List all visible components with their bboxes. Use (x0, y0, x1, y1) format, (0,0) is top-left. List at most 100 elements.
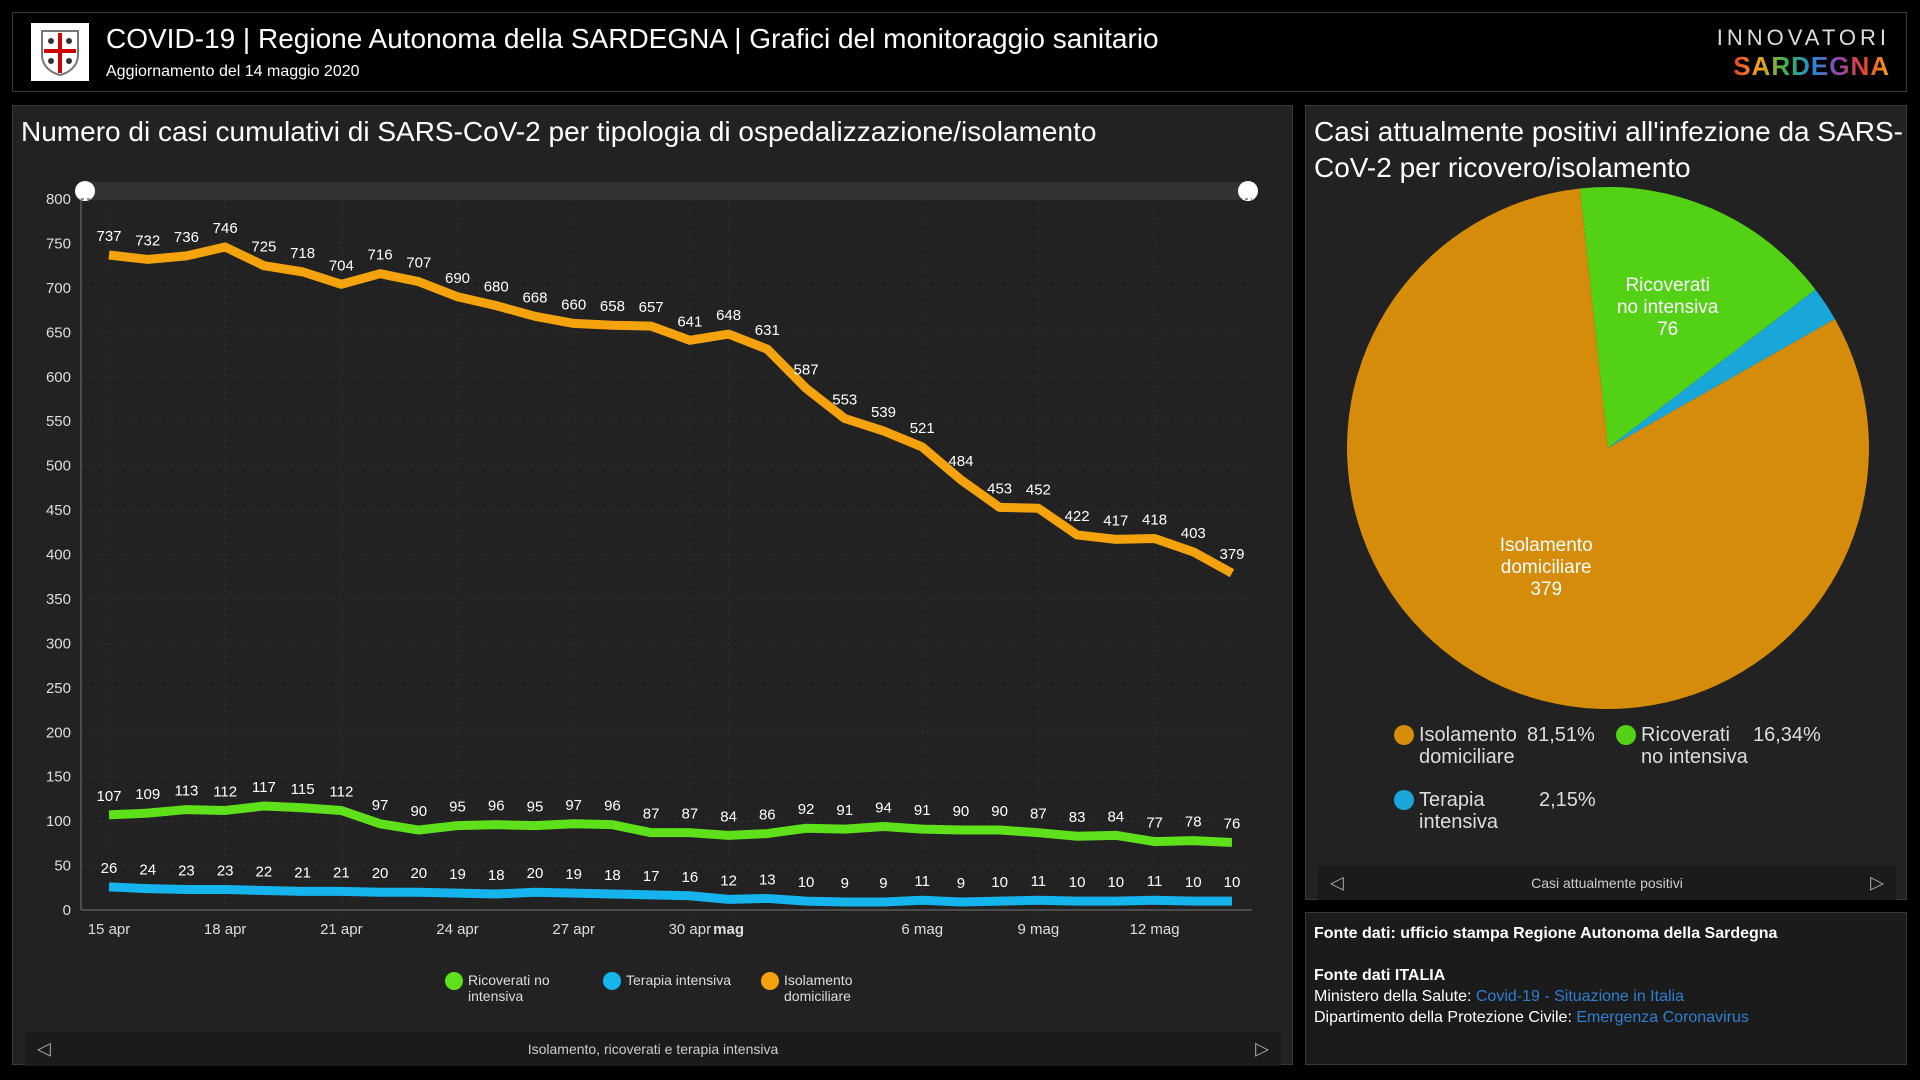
legend-label: Ricoverati no intensiva (468, 972, 550, 1004)
legend-swatch (603, 972, 621, 990)
data-label: 418 (1142, 512, 1167, 529)
legend-label: Ricoverati no intensiva (1641, 724, 1748, 768)
pie-slice-label: domiciliare (1501, 557, 1592, 578)
ministry-link[interactable]: Covid-19 - Situazione in Italia (1475, 988, 1684, 1005)
x-tick-label: 18 apr (204, 921, 247, 938)
pie-slice[interactable] (1579, 187, 1816, 448)
civil-protection-link[interactable]: Emergenza Coronavirus (1576, 1009, 1749, 1026)
pie-slice-label: no intensiva (1617, 297, 1719, 318)
data-label: 91 (836, 802, 853, 819)
range-handle-end[interactable] (1238, 181, 1258, 201)
data-label: 78 (1185, 814, 1202, 831)
data-label: 11 (1031, 873, 1047, 890)
data-label: 20 (372, 865, 389, 882)
data-label: 94 (875, 799, 892, 816)
previous-arrow-icon[interactable]: ◁ (37, 1038, 51, 1059)
legend-item-isolamento[interactable]: Isolamento domiciliare (761, 972, 874, 1004)
data-label: 10 (1224, 874, 1241, 891)
x-tick-label: 12 mag (1130, 921, 1180, 938)
data-label: 521 (910, 420, 935, 437)
data-label: 112 (329, 783, 353, 800)
pie-legend-terapia[interactable]: Terapia intensiva 2,15% (1394, 789, 1596, 833)
data-label: 24 (139, 862, 156, 879)
data-label: 21 (333, 864, 350, 881)
data-label: 95 (449, 799, 466, 816)
data-label: 732 (135, 232, 160, 249)
data-label: 10 (991, 874, 1008, 891)
data-label: 19 (449, 866, 466, 883)
line-chart-panel: Numero di casi cumulativi di SARS-CoV-2 … (12, 105, 1293, 1066)
range-scrollbar[interactable] (81, 182, 1252, 200)
pie-slice[interactable] (1347, 188, 1869, 710)
pie-legend-isolamento[interactable]: Isolamento domiciliare 81,51% (1394, 724, 1595, 768)
next-arrow-icon[interactable]: ▷ (1255, 1038, 1269, 1059)
pie-legend-ricoverati[interactable]: Ricoverati no intensiva 16,34% (1616, 724, 1821, 768)
legend-percent: 81,51% (1527, 724, 1595, 746)
legend-item-ricoverati[interactable]: Ricoverati no intensiva (445, 972, 568, 1004)
y-tick-label: 50 (54, 858, 71, 875)
data-label: 718 (290, 245, 315, 262)
y-tick-label: 200 (46, 724, 71, 741)
data-label: 379 (1219, 546, 1244, 563)
y-tick-label: 650 (46, 324, 71, 341)
source-regional: Fonte dati: ufficio stampa Regione Auton… (1314, 925, 1778, 942)
data-label: 84 (1107, 808, 1124, 825)
x-tick-label: 6 mag (901, 921, 943, 938)
next-arrow-icon[interactable]: ▷ (1870, 872, 1884, 893)
pie-slice-label: 379 (1530, 579, 1562, 600)
series-line-2[interactable] (108, 242, 1235, 578)
legend-item-terapia[interactable]: Terapia intensiva (603, 972, 731, 990)
pie-nav-label: Casi attualmente positivi (1531, 875, 1683, 891)
y-tick-label: 300 (46, 635, 71, 652)
y-tick-label: 350 (46, 591, 71, 608)
data-label: 707 (406, 255, 431, 272)
ministry-label: Ministero della Salute: (1314, 988, 1476, 1005)
data-label: 95 (527, 799, 544, 816)
data-label: 10 (1069, 874, 1086, 891)
y-tick-label: 150 (46, 769, 71, 786)
series-line-0[interactable] (108, 801, 1233, 847)
data-label: 20 (527, 865, 544, 882)
data-label: 631 (755, 322, 780, 339)
source-italy-heading: Fonte dati ITALIA (1314, 967, 1446, 984)
data-label: 11 (914, 873, 930, 890)
x-tick-label: 24 apr (436, 921, 479, 938)
y-tick-label: 450 (46, 502, 71, 519)
pie-slice-label: 76 (1657, 319, 1678, 340)
line-chart: 0 50 100 150 200 250 300 350 400 450 500 550 600 650 7… (46, 181, 1258, 938)
data-label: 96 (488, 798, 505, 815)
data-label: 76 (1224, 815, 1241, 832)
data-label: 737 (96, 228, 121, 245)
data-label: 680 (484, 279, 509, 296)
data-label: 484 (948, 453, 973, 470)
data-label: 18 (488, 867, 505, 884)
data-label: 17 (643, 868, 660, 885)
previous-arrow-icon[interactable]: ◁ (1330, 872, 1344, 893)
y-tick-label: 500 (46, 458, 71, 475)
y-tick-label: 550 (46, 413, 71, 430)
data-label: 115 (291, 781, 315, 798)
chart-navigation-bar: ◁ Isolamento, ricoverati e terapia inten… (25, 1032, 1281, 1066)
data-label: 77 (1146, 815, 1163, 832)
x-tick-label: 27 apr (552, 921, 595, 938)
data-sources-panel: Fonte dati: ufficio stampa Regione Auton… (1305, 912, 1907, 1065)
data-label: 23 (178, 863, 195, 880)
series-line-1[interactable] (108, 882, 1232, 907)
legend-percent: 2,15% (1539, 789, 1596, 811)
legend-label: Isolamento domiciliare (1419, 724, 1517, 768)
data-label: 19 (565, 866, 582, 883)
data-label: 725 (251, 239, 276, 256)
legend-swatch (761, 972, 779, 990)
chart-nav-label: Isolamento, ricoverati e terapia intensi… (527, 1041, 779, 1057)
pie-slice[interactable] (1608, 289, 1835, 448)
data-label: 657 (639, 299, 664, 316)
range-handle-start[interactable] (75, 181, 95, 201)
data-label: 403 (1181, 525, 1206, 542)
data-label: 587 (794, 361, 819, 378)
legend-swatch (1394, 790, 1414, 810)
header: COVID-19 | Regione Autonoma della SARDEG… (12, 12, 1907, 92)
brand-logo-bottom: SARDEGNA (1733, 51, 1890, 81)
data-label: 90 (953, 803, 970, 820)
data-label: 20 (410, 865, 427, 882)
